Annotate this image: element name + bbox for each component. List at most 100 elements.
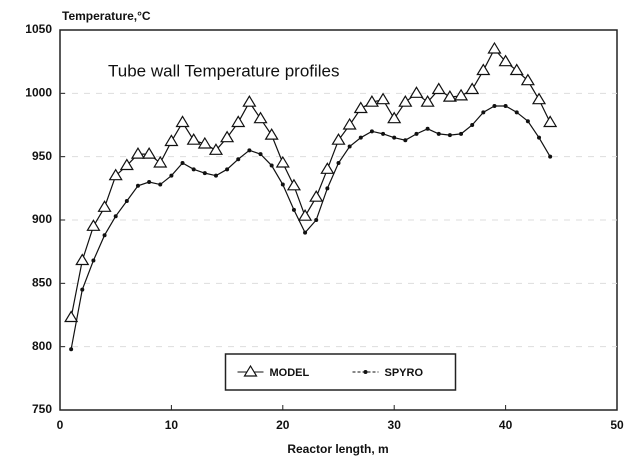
x-axis-label: Reactor length, m	[287, 442, 388, 456]
dot-marker	[425, 126, 430, 131]
x-tick-label: 30	[388, 418, 402, 432]
triangle-marker	[487, 41, 502, 54]
dot-marker	[369, 129, 374, 134]
legend-marker	[243, 364, 258, 377]
triangle-marker	[97, 200, 112, 212]
dot-marker	[269, 163, 274, 168]
dot-marker	[537, 135, 542, 140]
triangle-marker	[453, 88, 469, 101]
y-tick-label: 850	[32, 276, 52, 290]
dot-marker	[548, 154, 553, 159]
annotation: Tube wall Temperature profiles	[108, 61, 340, 80]
dot-marker	[291, 207, 296, 212]
triangle-marker	[75, 253, 90, 266]
triangle-marker	[431, 82, 446, 95]
triangle-marker	[197, 136, 212, 149]
dot-marker	[481, 110, 486, 115]
x-tick-label: 50	[610, 418, 624, 432]
dot-marker	[492, 104, 497, 108]
triangle-marker	[376, 92, 391, 105]
dot-marker	[102, 233, 107, 238]
triangle-marker	[320, 162, 335, 174]
triangle-marker	[264, 127, 279, 140]
dot-marker	[135, 183, 140, 188]
triangle-marker	[175, 115, 190, 128]
y-tick-label: 1000	[25, 86, 52, 100]
triangle-marker	[64, 310, 79, 323]
triangle-marker	[208, 143, 224, 155]
legend-label: MODEL	[270, 367, 310, 379]
triangle-marker	[398, 95, 413, 107]
dot-marker	[69, 347, 74, 352]
triangle-marker	[364, 95, 379, 107]
triangle-marker	[387, 111, 402, 124]
triangle-marker	[520, 73, 535, 86]
dot-marker	[280, 182, 285, 187]
triangle-marker	[409, 86, 424, 98]
triangle-marker	[298, 209, 313, 221]
triangle-marker	[186, 133, 201, 145]
dot-marker	[191, 167, 196, 172]
dot-marker	[503, 104, 508, 108]
triangle-marker	[420, 95, 435, 107]
triangle-marker	[353, 101, 368, 114]
dot-marker	[213, 173, 218, 178]
triangle-marker	[108, 168, 123, 181]
dot-marker	[314, 218, 319, 222]
triangle-marker	[342, 117, 357, 130]
triangle-marker	[142, 146, 157, 159]
triangle-marker	[275, 155, 290, 168]
dot-marker	[447, 133, 452, 138]
dot-marker	[325, 186, 330, 191]
dot-marker	[470, 123, 475, 127]
series-line	[70, 47, 551, 318]
triangle-marker	[86, 219, 101, 231]
triangle-marker	[331, 133, 346, 145]
legend-marker	[363, 370, 368, 374]
x-tick-label: 40	[499, 418, 513, 432]
dot-marker	[514, 110, 519, 115]
series-line	[70, 105, 551, 350]
dot-marker	[124, 199, 129, 203]
dot-marker	[381, 131, 386, 136]
legend-box	[224, 353, 457, 391]
triangle-marker	[309, 190, 324, 202]
dot-marker	[436, 131, 441, 136]
dot-marker	[303, 230, 308, 235]
triangle-marker	[531, 92, 547, 105]
triangle-marker	[253, 111, 268, 124]
dot-marker	[525, 119, 530, 124]
dot-marker	[247, 148, 252, 153]
dot-marker	[169, 173, 174, 178]
triangle-marker	[242, 95, 257, 107]
dot-marker	[147, 180, 152, 184]
triangle-marker	[231, 115, 246, 128]
triangle-marker	[442, 89, 457, 102]
dot-marker	[392, 135, 397, 140]
triangle-marker	[476, 63, 491, 76]
triangle-marker	[130, 146, 146, 159]
dot-marker	[113, 214, 118, 219]
triangle-marker	[286, 178, 301, 191]
y-tick-label: 1050	[25, 22, 52, 36]
dot-marker	[180, 161, 185, 165]
triangle-marker	[509, 63, 524, 76]
dot-marker	[336, 161, 341, 165]
dot-marker	[202, 171, 207, 176]
dot-marker	[80, 287, 85, 292]
y-tick-label: 750	[32, 402, 52, 416]
triangle-marker	[153, 155, 168, 168]
legend-label: SPYRO	[385, 367, 424, 379]
dot-marker	[91, 258, 96, 263]
dot-marker	[225, 167, 230, 172]
dot-marker	[358, 135, 363, 140]
x-tick-label: 0	[57, 418, 64, 432]
dot-marker	[347, 144, 352, 149]
triangle-marker	[498, 54, 513, 67]
triangle-marker	[164, 134, 179, 147]
triangle-marker	[465, 82, 480, 95]
dot-marker	[258, 152, 263, 157]
x-tick-label: 20	[276, 418, 290, 432]
x-tick-label: 10	[165, 418, 179, 432]
